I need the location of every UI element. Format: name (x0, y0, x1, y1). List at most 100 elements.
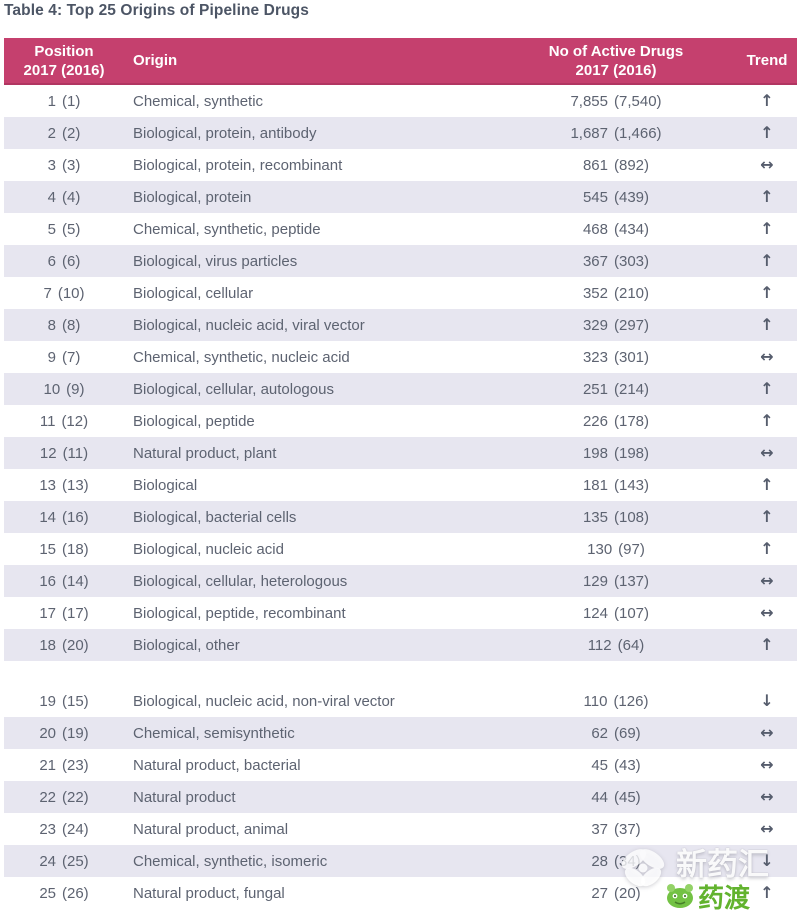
position-current: 24 (39, 852, 56, 870)
trend-cell: ↔ (737, 788, 797, 806)
drugs-previous: (7,540) (614, 92, 662, 110)
table-row: 16 (14) Biological, cellular, heterologo… (4, 565, 797, 597)
trend-up-icon: ↑ (760, 122, 774, 142)
table-row: 14 (16) Biological, bacterial cells 135 … (4, 501, 797, 533)
position-previous: (26) (62, 884, 89, 902)
drugs-current: 28 (591, 852, 608, 870)
table-row: 17 (17) Biological, peptide, recombinant… (4, 597, 797, 629)
trend-cell: ↔ (737, 444, 797, 462)
origin-label: Biological, nucleic acid, viral vector (133, 316, 365, 334)
trend-cell: ↑ (737, 378, 797, 398)
drugs-previous: (434) (614, 220, 650, 238)
active-drugs-cell: 44 (45) (495, 789, 737, 806)
origin-label: Biological, nucleic acid, non-viral vect… (133, 692, 395, 710)
origin-label: Biological, cellular, heterologous (133, 572, 348, 590)
position-cell: 6 (6) (4, 253, 124, 270)
table-row: 12 (11) Natural product, plant 198 (198)… (4, 437, 797, 469)
position-cell: 5 (5) (4, 221, 124, 238)
position-previous: (16) (62, 508, 89, 526)
position-cell: 10 (9) (4, 381, 124, 398)
table-section-gap (4, 661, 797, 685)
active-drugs-cell: 130 (97) (495, 541, 737, 558)
position-previous: (13) (62, 476, 89, 494)
position-cell: 3 (3) (4, 157, 124, 174)
origin-label: Natural product, plant (133, 444, 277, 462)
drugs-previous: (303) (614, 252, 650, 270)
drugs-current: 135 (582, 508, 608, 526)
trend-up-icon: ↑ (760, 506, 774, 526)
drugs-current: 352 (582, 284, 608, 302)
trend-up-icon: ↑ (760, 378, 774, 398)
origin-label: Chemical, synthetic, nucleic acid (133, 348, 350, 366)
position-current: 9 (47, 348, 56, 366)
origin-label: Natural product (133, 788, 236, 806)
origin-label: Chemical, synthetic (133, 92, 264, 110)
trend-cell: ↔ (737, 820, 797, 838)
drugs-current: 367 (582, 252, 608, 270)
table-row: 6 (6) Biological, virus particles 367 (3… (4, 245, 797, 277)
trend-cell: ↑ (737, 220, 797, 238)
origin-label: Natural product, fungal (133, 884, 285, 902)
position-previous: (20) (62, 636, 89, 654)
origin-label: Chemical, synthetic, peptide (133, 220, 321, 238)
origin-label: Biological, protein, antibody (133, 124, 317, 142)
trend-up-icon: ↑ (760, 882, 774, 902)
position-current: 12 (39, 444, 57, 462)
trend-flat-icon: ↔ (760, 754, 774, 774)
position-cell: 4 (4) (4, 189, 124, 206)
origin-label: Biological, virus particles (133, 252, 298, 270)
table-row: 2 (2) Biological, protein, antibody 1,68… (4, 117, 797, 149)
trend-cell: ↓ (737, 692, 797, 710)
trend-down-icon: ↓ (760, 850, 774, 870)
position-current: 10 (43, 380, 61, 398)
active-drugs-cell: 367 (303) (495, 253, 737, 270)
position-previous: (17) (62, 604, 89, 622)
position-previous: (18) (62, 540, 89, 558)
drugs-current: 1,687 (570, 124, 608, 142)
active-drugs-cell: 545 (439) (495, 189, 737, 206)
origin-label: Biological, bacterial cells (133, 508, 297, 526)
trend-cell: ↑ (737, 882, 797, 902)
origin-label: Biological, protein (133, 188, 252, 206)
position-cell: 14 (16) (4, 509, 124, 526)
trend-cell: ↔ (737, 604, 797, 622)
trend-cell: ↔ (737, 348, 797, 366)
drugs-previous: (126) (613, 692, 649, 710)
position-current: 5 (47, 220, 56, 238)
drugs-previous: (108) (614, 508, 650, 526)
active-drugs-cell: 468 (434) (495, 221, 737, 238)
active-drugs-cell: 323 (301) (495, 349, 737, 366)
drugs-current: 251 (582, 380, 608, 398)
table-row: 25 (26) Natural product, fungal 27 (20) … (4, 877, 797, 909)
pipeline-origins-table: Position 2017 (2016) Origin No of Active… (4, 38, 797, 909)
drugs-current: 45 (591, 756, 608, 774)
position-current: 23 (39, 820, 56, 838)
origin-label: Natural product, animal (133, 820, 289, 838)
position-cell: 24 (25) (4, 853, 124, 870)
drugs-current: 323 (582, 348, 608, 366)
position-previous: (11) (62, 444, 89, 462)
drugs-current: 7,855 (570, 92, 608, 110)
position-cell: 15 (18) (4, 541, 124, 558)
column-header-position: Position 2017 (2016) (23, 42, 105, 79)
position-current: 18 (39, 636, 56, 654)
table-row: 13 (13) Biological 181 (143) ↑ (4, 469, 797, 501)
position-current: 6 (47, 252, 56, 270)
active-drugs-cell: 352 (210) (495, 285, 737, 302)
position-previous: (14) (62, 572, 89, 590)
trend-cell: ↑ (737, 284, 797, 302)
position-previous: (1) (62, 92, 81, 110)
drugs-previous: (1,466) (614, 124, 662, 142)
drugs-previous: (37) (614, 820, 641, 838)
trend-cell: ↑ (737, 476, 797, 494)
position-current: 19 (39, 692, 56, 710)
drugs-previous: (45) (614, 788, 641, 806)
trend-up-icon: ↑ (760, 410, 774, 430)
active-drugs-cell: 112 (64) (495, 637, 737, 654)
trend-cell: ↑ (737, 506, 797, 526)
active-drugs-cell: 329 (297) (495, 317, 737, 334)
origin-label: Biological, cellular (133, 284, 254, 302)
position-previous: (23) (62, 756, 89, 774)
column-header-active-drugs: No of Active Drugs 2017 (2016) (548, 42, 684, 79)
table-row: 5 (5) Chemical, synthetic, peptide 468 (… (4, 213, 797, 245)
